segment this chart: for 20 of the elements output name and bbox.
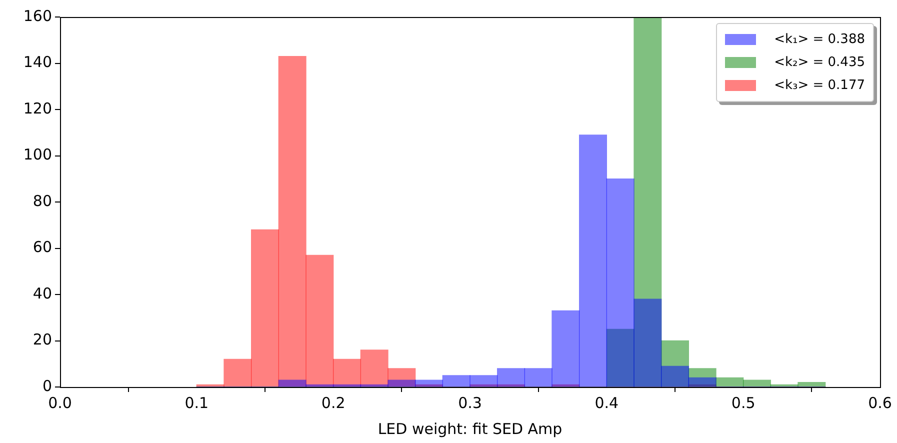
legend-label: <k₁> = 0.388 bbox=[774, 32, 865, 47]
x-tick-label: 0.0 bbox=[48, 394, 72, 412]
x-tick-label: 0.5 bbox=[731, 394, 756, 412]
legend-label: <k₃> = 0.177 bbox=[774, 78, 865, 93]
y-tick-label: 160 bbox=[23, 6, 52, 25]
x-axis-title: LED weight: fit SED Amp bbox=[378, 420, 562, 438]
y-tick-label: 40 bbox=[32, 284, 52, 302]
y-tick-label: 100 bbox=[23, 146, 52, 164]
x-tick-label: 0.4 bbox=[594, 394, 619, 412]
y-tick-label: 80 bbox=[32, 192, 52, 210]
x-tick-label: 0.3 bbox=[458, 394, 482, 412]
y-tick-label: 120 bbox=[23, 99, 52, 118]
legend-label: <k₂> = 0.435 bbox=[774, 55, 865, 70]
x-tick-label: 0.1 bbox=[184, 394, 209, 412]
x-tick-label: 0.6 bbox=[868, 394, 892, 412]
x-tick-label: 0.2 bbox=[321, 394, 346, 412]
y-tick-label: 20 bbox=[32, 330, 52, 349]
y-tick-label: 60 bbox=[32, 238, 52, 256]
y-tick-label: 140 bbox=[23, 53, 52, 72]
y-tick-label: 0 bbox=[42, 376, 52, 395]
